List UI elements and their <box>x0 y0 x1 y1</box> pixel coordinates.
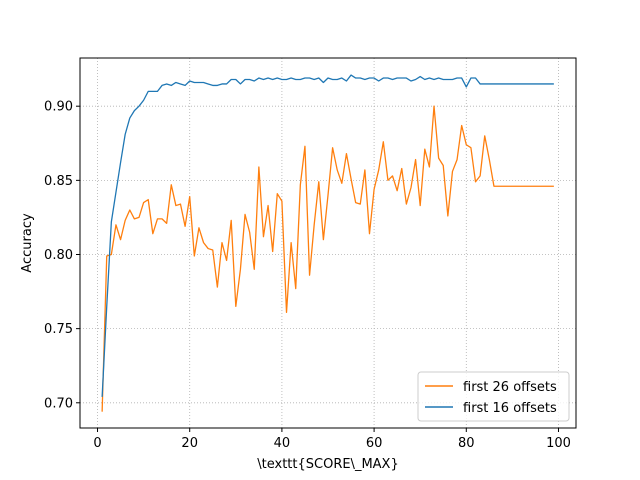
y-tick-label: 0.90 <box>44 100 73 115</box>
x-tick-label: 0 <box>93 436 101 451</box>
x-tick-label: 100 <box>546 436 571 451</box>
axis-ticks: 0 20 40 60 80 100 0.70 0.75 0.80 0.85 0.90 <box>44 100 571 451</box>
plot-frame <box>79 57 577 429</box>
legend: first 26 offsets first 16 offsets <box>417 371 570 422</box>
x-tick-label: 60 <box>366 436 383 451</box>
x-tick-label: 20 <box>181 436 198 451</box>
y-tick-label: 0.70 <box>44 396 73 411</box>
y-tick-label: 0.80 <box>44 248 73 263</box>
legend-label-first-16-offsets: first 16 offsets <box>463 401 557 416</box>
legend-label-first-26-offsets: first 26 offsets <box>463 380 557 395</box>
plot-area <box>80 58 576 428</box>
y-axis-label: Accuracy <box>20 213 35 273</box>
series-lines <box>101 74 554 412</box>
series-line-first-16-offsets <box>101 74 554 397</box>
y-tick-label: 0.75 <box>44 322 73 337</box>
x-tick-label: 80 <box>458 436 475 451</box>
series-line-first-26-offsets <box>101 105 554 412</box>
x-axis-label: \texttt{SCORE\_MAX} <box>257 457 398 472</box>
legend-box <box>417 371 570 422</box>
x-tick-label: 40 <box>274 436 291 451</box>
y-tick-label: 0.85 <box>44 174 73 189</box>
